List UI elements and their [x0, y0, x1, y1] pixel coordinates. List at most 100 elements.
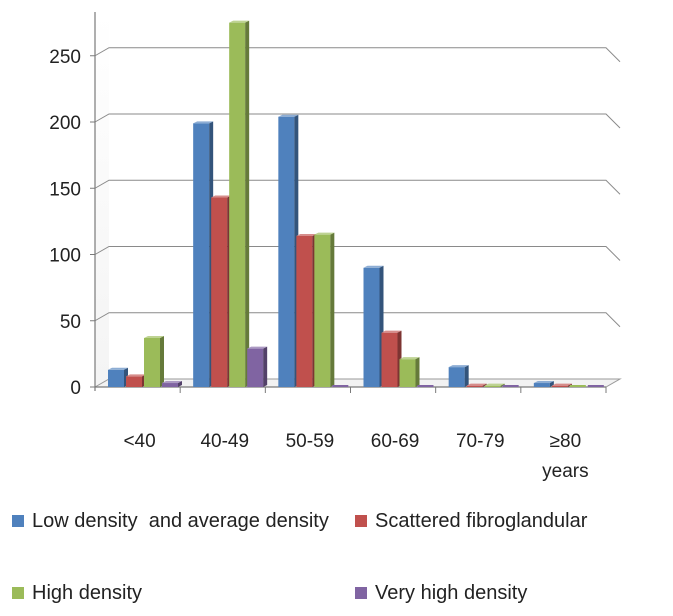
- y-tick-label: 150: [49, 179, 81, 200]
- bar-top: [278, 114, 299, 117]
- y-tick-label: 250: [49, 47, 81, 68]
- gridline: [94, 312, 621, 328]
- bar-front: [211, 197, 228, 387]
- bar: [108, 367, 128, 387]
- bar-top: [314, 232, 335, 235]
- bar-top: [108, 367, 128, 370]
- gridline: [94, 246, 621, 261]
- legend-item-very-high: Very high density: [355, 578, 655, 608]
- bar-top: [484, 383, 505, 386]
- gridline: [94, 113, 621, 129]
- bar-front: [569, 385, 586, 387]
- bar-side: [482, 383, 487, 387]
- bar-front: [363, 267, 380, 387]
- bar-front: [144, 337, 160, 387]
- gridline: [94, 47, 621, 63]
- legend-item-low-average: Low density and average density: [12, 506, 347, 536]
- bar: [296, 233, 317, 387]
- y-tick-label: 0: [70, 378, 81, 399]
- bar: [381, 330, 402, 387]
- bar: [126, 374, 146, 387]
- y-tick-label: 100: [49, 246, 81, 267]
- gridline: [94, 179, 621, 195]
- x-tick-label: <40: [123, 431, 155, 452]
- bar-front: [587, 385, 604, 387]
- y-tick-label: 200: [49, 113, 81, 134]
- legend-swatch-high: [12, 587, 24, 599]
- bar: [332, 385, 349, 387]
- bar: [229, 20, 250, 387]
- bar-side: [263, 346, 268, 387]
- bar-front: [466, 385, 483, 387]
- bar: [193, 121, 214, 387]
- x-tick-label: ≥80 years: [542, 431, 588, 482]
- bar-top: [229, 20, 250, 23]
- bar: [162, 381, 182, 387]
- bar-side: [245, 20, 250, 387]
- bar-front: [484, 385, 501, 387]
- x-tick-label: 50-59: [286, 431, 335, 452]
- bar-front: [108, 369, 124, 387]
- bar: [211, 195, 232, 387]
- bar-front: [399, 359, 416, 387]
- bar: [363, 265, 384, 387]
- x-tick-label: 40-49: [200, 431, 249, 452]
- bar-front: [551, 385, 568, 387]
- bar-top: [126, 374, 146, 377]
- bar-chart: 0 50 100 150 200 250 <40 40-49 50-59 60-69 70-79 ≥8…: [49, 12, 622, 482]
- bar-side: [330, 232, 335, 387]
- bar-top: [162, 381, 182, 384]
- bar-top: [448, 365, 469, 368]
- legend-swatch-low-average: [12, 515, 24, 527]
- y-tick-label: 50: [60, 312, 81, 333]
- legend-swatch-very-high: [355, 587, 367, 599]
- bar: [533, 381, 554, 387]
- bar: [144, 335, 164, 387]
- bar-front: [417, 385, 434, 387]
- bar-top: [551, 383, 572, 386]
- bar-front: [314, 234, 331, 387]
- bar-side: [549, 381, 554, 387]
- bar-front: [126, 376, 142, 387]
- legend-label: High density: [32, 582, 143, 604]
- bar-top: [466, 383, 487, 386]
- bar-side: [178, 381, 182, 387]
- bar-front: [162, 383, 178, 387]
- legend-label: Low density and average density: [32, 510, 329, 532]
- bars: [108, 20, 604, 387]
- bar: [247, 346, 268, 387]
- bar: [587, 385, 604, 387]
- bar: [466, 383, 487, 387]
- bar-side: [464, 365, 469, 387]
- bar-front: [229, 22, 246, 387]
- bar-side: [160, 335, 164, 387]
- bar: [399, 357, 420, 387]
- bar-top: [399, 357, 420, 360]
- legend-swatch-scattered: [355, 515, 367, 527]
- bar-front: [533, 383, 550, 387]
- bar-top: [211, 195, 232, 198]
- bar-front: [296, 235, 313, 387]
- bar-top: [193, 121, 214, 124]
- bar-front: [448, 367, 465, 387]
- bar: [448, 365, 469, 387]
- side-wall: [95, 12, 109, 387]
- legend: Low density and average density Scattere…: [0, 500, 673, 616]
- legend-label: Very high density: [375, 582, 528, 604]
- bar-front: [381, 332, 398, 387]
- bar-top: [247, 346, 268, 349]
- bar: [278, 114, 299, 387]
- chart-walls: [93, 12, 622, 388]
- bar-side: [415, 357, 420, 387]
- legend-label: Scattered fibroglandular: [375, 510, 588, 532]
- legend-item-high: High density: [12, 578, 312, 608]
- bar: [314, 232, 335, 387]
- bar: [569, 385, 586, 387]
- bar-top: [363, 265, 384, 268]
- bar-top: [381, 330, 402, 333]
- x-tick-label: 60-69: [371, 431, 420, 452]
- bar-front: [502, 385, 519, 387]
- bar: [502, 385, 519, 387]
- x-tick-label: 70-79: [456, 431, 505, 452]
- bar: [417, 385, 434, 387]
